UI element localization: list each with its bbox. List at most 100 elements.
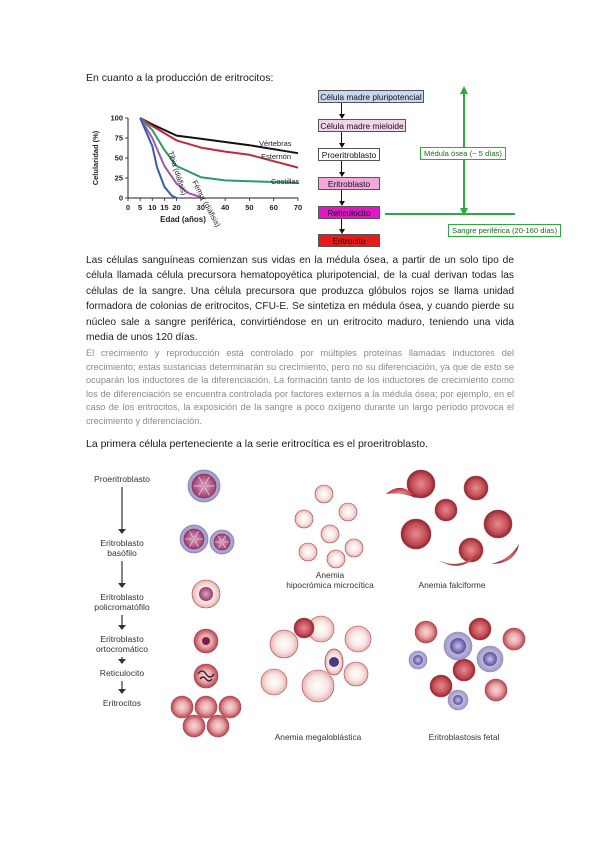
series-line-0 (139, 117, 299, 155)
flow-connector (341, 132, 342, 143)
blast-nucleus (191, 473, 217, 499)
nucleus (413, 655, 423, 665)
chromatin (218, 535, 222, 541)
flow-step-2: Proeritroblasto (318, 148, 380, 161)
stage-arrow-icon (118, 659, 126, 664)
mega-cell (301, 669, 335, 703)
series-line-1 (139, 117, 299, 169)
micro-cell (314, 484, 334, 504)
sickle-shape (438, 554, 478, 566)
micro-cell (298, 542, 318, 562)
nucleus (483, 652, 497, 666)
sickle-cell (400, 518, 432, 550)
sickle-shape (491, 544, 519, 564)
chromatin (218, 543, 222, 549)
fetal-cell (502, 627, 526, 651)
chromatin (204, 487, 210, 496)
eritrocito-cell (206, 714, 230, 738)
chromatin (194, 531, 199, 538)
chromatin (204, 476, 210, 485)
chromatin (222, 543, 226, 549)
fetal-cell (414, 620, 438, 644)
flow-connector (341, 190, 342, 201)
fetal-cell (468, 617, 492, 641)
x-axis-label: Edad (años) (160, 215, 206, 224)
reticulum (197, 670, 215, 682)
blast-nucleus (183, 528, 205, 550)
stage-label-3: Eritroblasto ortocromático (96, 634, 148, 654)
flow-arrow-icon (338, 172, 345, 177)
mega-cell (269, 629, 299, 659)
flow-connector (341, 103, 342, 114)
mega-cell (344, 625, 372, 653)
flow-step-1: Célula madre mieloide (318, 119, 406, 132)
stage-arrow-icon (118, 689, 126, 694)
stage-label-0: Proeritroblasto (94, 474, 150, 484)
stage-arrow-icon (118, 529, 126, 534)
series-label-1: Esternón (261, 152, 291, 161)
flow-step-0: Célula madre pluripotencial (318, 90, 424, 103)
erythropoiesis-flow: Célula madre pluripotencial Célula madre … (0, 0, 599, 260)
chromatin (189, 540, 194, 547)
medula-label: Médula ósea (~ 5 días) (420, 147, 506, 160)
flow-arrow-icon (338, 143, 345, 148)
nucleus (199, 587, 213, 601)
stage-arrow-icon (118, 625, 126, 630)
flow-arrow-icon (338, 201, 345, 206)
chromatin (194, 540, 199, 547)
micro-cell (326, 549, 346, 569)
paragraph-main: Las células sanguíneas comienzan sus vid… (86, 255, 514, 344)
reticulocito-cell (193, 663, 219, 689)
series-line-2 (139, 117, 299, 184)
flow-connector (341, 219, 342, 229)
nucleus (450, 638, 466, 654)
y-tick-label: 0 (119, 194, 123, 203)
flow-connector (341, 161, 342, 172)
paragraph-grey: El crecimiento y reproducción está contr… (86, 348, 514, 426)
mega-cell (343, 661, 369, 687)
x-tick-label: 50 (245, 203, 253, 212)
stage-label-2: Eritroblasto policromatófilo (94, 592, 150, 612)
x-tick-label: 40 (221, 203, 229, 212)
x-tick-label: 5 (138, 203, 142, 212)
x-tick-label: 30 (197, 203, 205, 212)
series-label-0: Vértebras (259, 139, 292, 148)
stage-label-5: Eritrocitos (103, 698, 141, 708)
series-label-2: Costillas (271, 177, 300, 186)
sangre-label: Sangre periférica (20-160 días) (448, 224, 562, 237)
stage-label-4: Reticulocito (100, 668, 145, 678)
chromatin (198, 476, 204, 485)
up-arrow-icon (460, 86, 468, 94)
panel-label-fetal: Eritroblastosis fetal (429, 732, 500, 742)
y-axis-label: Celularidad (%) (91, 130, 100, 185)
x-tick-label: 10 (148, 203, 156, 212)
flow-arrow-icon (338, 114, 345, 119)
chromatin (198, 487, 204, 496)
series-line-4 (139, 117, 178, 199)
y-tick-label: 100 (110, 114, 123, 123)
nucleus (202, 637, 210, 645)
micro-cell (338, 502, 358, 522)
panel-label-falci: Anemia falciforme (418, 580, 485, 590)
flow-step-4: Reticulocito (318, 206, 380, 219)
flow-arrow-icon (338, 229, 345, 234)
fetal-cell (429, 674, 453, 698)
eritrocito-cell (170, 695, 194, 719)
section-heading: En cuanto a la producción de eritrocitos… (86, 72, 274, 84)
sickle-cell (483, 509, 513, 539)
nucleus (453, 695, 463, 705)
sangre-divider-line (385, 213, 515, 215)
panel-label-mega: Anemia megaloblástica (275, 732, 362, 742)
mega-cell (293, 617, 315, 639)
series-line-3 (139, 117, 202, 199)
micro-cell (344, 538, 364, 558)
x-tick-label: 0 (126, 203, 130, 212)
sickle-cell (406, 469, 436, 499)
down-arrow-icon (460, 208, 468, 216)
eritrocito-cell (218, 695, 242, 719)
micro-cell (294, 509, 314, 529)
micro-cell (320, 524, 340, 544)
sickle-shape (386, 487, 416, 498)
flow-step-3: Eritroblasto (318, 177, 380, 190)
